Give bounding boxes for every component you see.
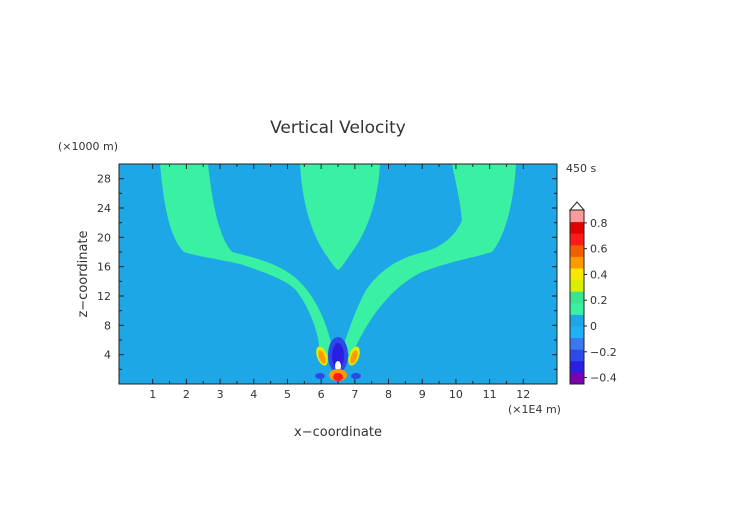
x-axis-title: x−coordinate [294, 425, 382, 440]
bottom-right-negative [351, 373, 361, 379]
source-dipole [315, 337, 361, 381]
x-tick-label: 8 [385, 388, 392, 401]
colorbar-tick-label: −0.2 [590, 346, 617, 359]
plot-area [119, 164, 557, 384]
time-label: 450 s [566, 162, 596, 175]
colorbar-tick-label: 0 [590, 320, 597, 333]
colorbar-tick-label: 0.8 [590, 217, 608, 230]
x-tick-label: 1 [149, 388, 156, 401]
colorbar-swatch [570, 256, 584, 269]
x-axis: 1 2 3 4 5 6 7 8 9 10 11 12 [149, 164, 530, 401]
y-tick-label: 12 [97, 290, 111, 303]
x-tick-label: 2 [183, 388, 190, 401]
colorbar-swatch [570, 337, 584, 350]
x-tick-label: 6 [318, 388, 325, 401]
colorbar-swatch [570, 314, 584, 327]
x-tick-label: 11 [483, 388, 497, 401]
colorbar-swatch [570, 326, 584, 339]
y-tick-label: 28 [97, 173, 111, 186]
positive-region-right-branch [342, 164, 516, 355]
colorbar-swatch [570, 210, 584, 223]
y-tick-label: 24 [97, 202, 111, 215]
colorbar-swatch [570, 233, 584, 246]
colorbar-swatch [570, 244, 584, 257]
colorbar-frame [569, 209, 585, 385]
colorbar-swatch [570, 268, 584, 281]
y-tick-label: 4 [104, 349, 111, 362]
colorbar-swatch [570, 279, 584, 292]
center-white-spot [335, 361, 341, 371]
colorbar [568, 201, 586, 385]
y-tick-label: 16 [97, 261, 111, 274]
x-tick-label: 4 [250, 388, 257, 401]
colorbar-swatch [570, 291, 584, 304]
x-tick-label: 3 [217, 388, 224, 401]
chart-title: Vertical Velocity [270, 118, 406, 138]
y-axis: 4 8 12 16 20 24 28 [97, 173, 557, 370]
x-unit-label: (×1E4 m) [508, 403, 561, 416]
bottom-lobe-red [333, 373, 343, 381]
negative-core-inner [332, 343, 344, 369]
colorbar-swatch [570, 360, 584, 373]
colorbar-tick-label: 0.2 [590, 294, 608, 307]
positive-region-center-branch [300, 164, 380, 270]
x-tick-label: 7 [351, 388, 358, 401]
x-tick-label: 10 [449, 388, 463, 401]
bottom-left-negative [315, 373, 325, 379]
colorbar-swatch [570, 372, 584, 385]
right-lobe-orange [350, 350, 358, 364]
colorbar-labels: 0.8 0.6 0.4 0.2 0 −0.2 −0.4 [584, 217, 617, 385]
colorbar-swatch [570, 221, 584, 234]
colorbar-tick-label: 0.6 [590, 243, 608, 256]
colorbar-swatch [570, 349, 584, 362]
y-unit-label: (×1000 m) [58, 140, 118, 153]
x-tick-label: 5 [284, 388, 291, 401]
colorbar-tick-label: 0.4 [590, 268, 608, 281]
colorbar-top-arrow [568, 201, 586, 211]
colorbar-tick-label: −0.4 [590, 372, 617, 385]
y-tick-label: 8 [104, 319, 111, 332]
x-tick-label: 12 [516, 388, 530, 401]
x-tick-label: 9 [419, 388, 426, 401]
y-axis-title: z−coordinate [76, 230, 91, 317]
colorbar-swatch [570, 302, 584, 315]
left-lobe-orange [318, 350, 326, 364]
y-tick-label: 20 [97, 231, 111, 244]
